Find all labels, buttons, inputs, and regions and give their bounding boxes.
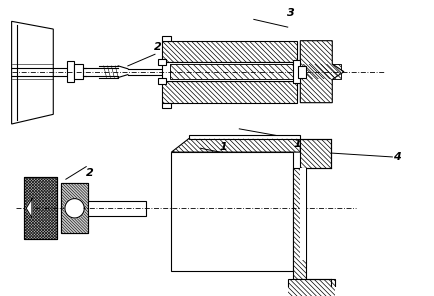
Polygon shape (26, 199, 32, 218)
Text: 1: 1 (220, 142, 228, 152)
Polygon shape (170, 64, 341, 79)
Polygon shape (300, 41, 344, 103)
Bar (300, 168, 306, 260)
Bar (158, 59, 166, 65)
Bar (293, 60, 300, 83)
Bar (158, 78, 166, 84)
Polygon shape (162, 81, 297, 103)
Polygon shape (288, 279, 335, 296)
Polygon shape (24, 177, 57, 239)
Polygon shape (65, 199, 84, 218)
Bar (162, 36, 171, 41)
Polygon shape (162, 41, 297, 62)
Bar (67, 61, 74, 82)
Bar (162, 62, 297, 81)
Text: 1: 1 (293, 139, 301, 149)
Bar (74, 64, 83, 79)
Polygon shape (171, 139, 300, 152)
Polygon shape (61, 183, 88, 234)
Text: 4: 4 (393, 152, 401, 162)
Bar (61, 183, 88, 234)
Text: 2: 2 (154, 42, 162, 52)
Bar (88, 200, 146, 216)
Bar (189, 135, 300, 139)
Text: 2: 2 (86, 168, 94, 178)
Bar (299, 66, 306, 78)
Bar (171, 152, 293, 271)
Polygon shape (293, 168, 306, 279)
Polygon shape (300, 139, 331, 168)
Bar (162, 103, 171, 107)
Text: 3: 3 (287, 8, 295, 18)
